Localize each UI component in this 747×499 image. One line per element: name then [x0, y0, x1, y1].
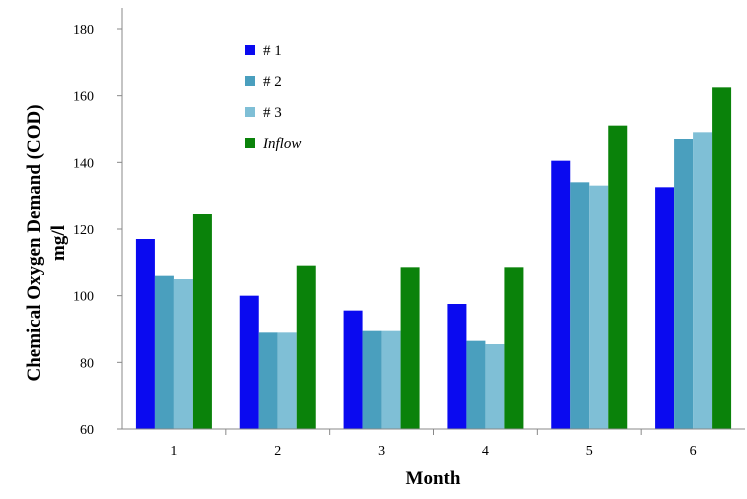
bar: [693, 132, 713, 430]
y-tick-label: 80: [80, 356, 94, 371]
bar: [343, 310, 363, 429]
legend-label: Inflow: [262, 136, 301, 152]
legend-label: # 1: [263, 43, 282, 59]
y-tick-label: 180: [73, 23, 94, 38]
bar: [400, 267, 420, 429]
y-tick-label: 60: [80, 423, 94, 438]
x-tick-label: 1: [170, 444, 177, 459]
bar: [277, 332, 297, 429]
y-axis-title-line1: Chemical Oxygen Demand (COD): [24, 104, 45, 381]
y-axis-title: Chemical Oxygen Demand (COD) mg/l: [24, 104, 69, 381]
y-tick-label: 140: [73, 156, 94, 171]
bar: [154, 275, 174, 429]
bar: [712, 87, 732, 429]
bar: [551, 160, 571, 429]
x-tick-label: 5: [586, 444, 593, 459]
legend: # 1 # 2 # 3 Inflow: [245, 43, 301, 152]
legend-swatch: [245, 138, 255, 148]
legend-swatch: [245, 107, 255, 117]
legend-label: # 2: [263, 74, 282, 90]
y-axis-title-line2: mg/l: [48, 225, 69, 261]
bar: [504, 267, 524, 429]
bars: [135, 87, 732, 430]
y-tick-label: 120: [73, 223, 94, 238]
bar: [674, 139, 694, 429]
x-tick-label: 4: [482, 444, 489, 459]
y-tick-label: 160: [73, 90, 94, 105]
legend-swatch: [245, 45, 255, 55]
y-tick-label: 100: [73, 290, 94, 305]
bar: [192, 214, 212, 429]
bar: [362, 330, 382, 429]
bar: [485, 344, 505, 429]
bar: [173, 279, 193, 429]
x-tick-label: 2: [274, 444, 281, 459]
x-tick-label: 3: [378, 444, 385, 459]
bar: [381, 330, 401, 429]
bar: [447, 304, 467, 429]
y-axis-ticks: 60 80 100 120 140 160 180: [73, 23, 122, 438]
x-tick-label: 6: [690, 444, 697, 459]
bar: [589, 185, 609, 429]
bar: [239, 295, 259, 429]
legend-label: # 3: [263, 105, 282, 121]
bar: [570, 182, 590, 429]
x-axis-ticks: 1 2 3 4 5 6: [170, 429, 697, 459]
bar: [296, 265, 316, 429]
bar: [466, 340, 486, 429]
x-axis-title: Month: [406, 468, 461, 489]
legend-swatch: [245, 76, 255, 86]
bar: [655, 187, 675, 429]
bar: [608, 125, 628, 430]
bar: [258, 332, 278, 429]
bar: [135, 239, 155, 429]
